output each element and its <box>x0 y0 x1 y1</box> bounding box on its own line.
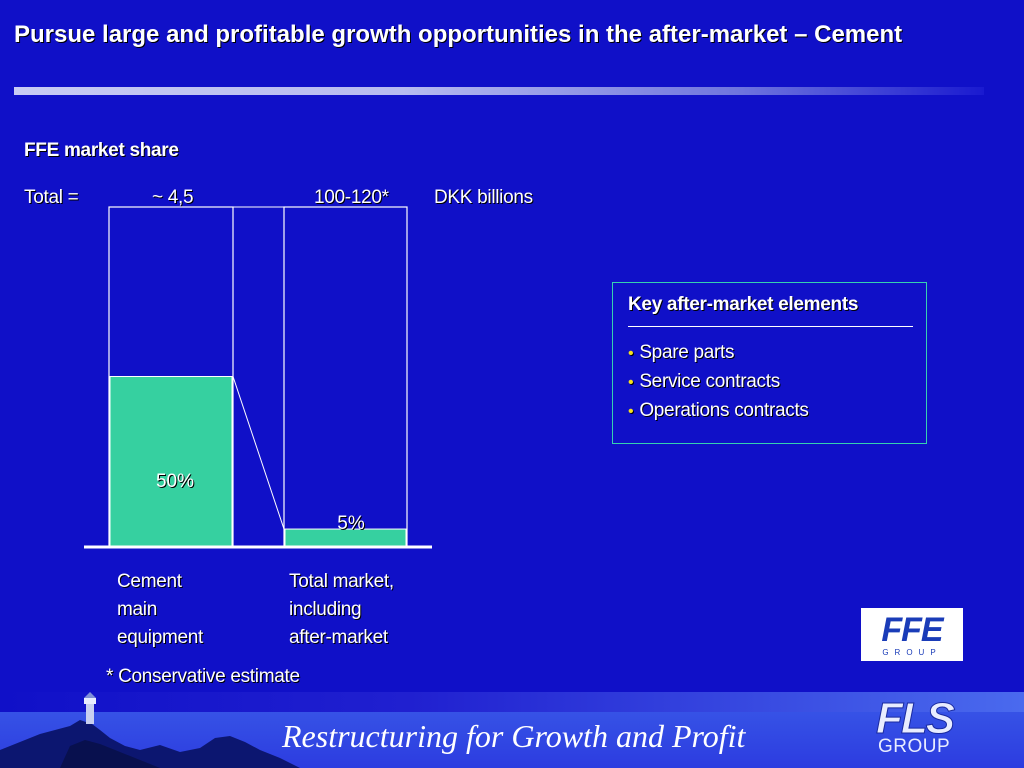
footer-tagline: Restructuring for Growth and Profit <box>282 718 746 754</box>
total-label: Total = <box>24 187 79 208</box>
fls-logo: FLS <box>875 694 955 744</box>
ffe-logo-text: FFE <box>881 611 943 649</box>
title-rule <box>14 87 984 95</box>
total-value-cement: ~ 4,5 <box>152 187 194 208</box>
bullet-icon: • <box>628 374 634 391</box>
ffe-logo-subtext: GROUP <box>882 648 942 657</box>
list-item: • Spare parts <box>628 342 735 363</box>
section-title: FFE market share <box>24 140 179 161</box>
footer-stripe <box>0 692 1024 712</box>
ffe-group-logo: FFE GROUP <box>861 608 963 661</box>
list-item: • Operations contracts <box>628 400 809 421</box>
slide-title: Pursue large and profitable growth oppor… <box>14 21 903 48</box>
bar-outline-1 <box>283 206 408 547</box>
connector-share-line <box>232 376 285 530</box>
bar-segment-share-0 <box>109 376 233 547</box>
data-label-cement: 50% <box>156 471 194 492</box>
footnote: * Conservative estimate <box>106 666 300 687</box>
category-label-cement: Cement main equipment <box>117 571 204 648</box>
unit-label: DKK billions <box>434 187 533 208</box>
key-elements-rule <box>628 326 913 327</box>
bullet-icon: • <box>628 403 634 420</box>
bullet-icon: • <box>628 345 634 362</box>
data-label-market: 5% <box>337 513 365 534</box>
key-elements-box: Key after-market elements • Spare parts •… <box>612 282 927 444</box>
category-label-market: Total market, including after-market <box>289 571 394 648</box>
lighthouse-landscape-icon <box>0 692 300 768</box>
list-item: • Service contracts <box>628 371 780 392</box>
total-value-market: 100-120* <box>314 187 389 208</box>
fls-logo-subtext: GROUP <box>878 736 951 757</box>
key-elements-list: • Spare parts • Service contracts • Operati… <box>628 339 809 426</box>
key-elements-title: Key after-market elements <box>628 294 859 315</box>
